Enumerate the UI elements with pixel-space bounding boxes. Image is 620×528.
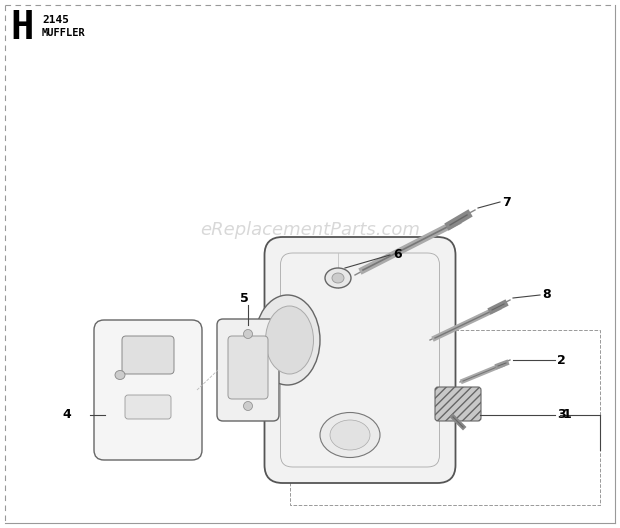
- FancyBboxPatch shape: [435, 387, 481, 421]
- Ellipse shape: [330, 420, 370, 450]
- Ellipse shape: [332, 273, 344, 283]
- Text: eReplacementParts.com: eReplacementParts.com: [200, 221, 420, 239]
- FancyBboxPatch shape: [125, 395, 171, 419]
- Text: 5: 5: [240, 291, 249, 305]
- Text: 1: 1: [563, 409, 572, 421]
- Ellipse shape: [325, 268, 351, 288]
- Text: 2: 2: [557, 354, 565, 366]
- Ellipse shape: [244, 329, 252, 338]
- Ellipse shape: [255, 295, 320, 385]
- Text: 3: 3: [557, 409, 565, 421]
- Text: 8: 8: [542, 288, 551, 301]
- Bar: [290, 330, 600, 505]
- FancyBboxPatch shape: [265, 237, 456, 483]
- Text: MUFFLER: MUFFLER: [42, 28, 86, 38]
- Text: 2145: 2145: [42, 15, 69, 25]
- Ellipse shape: [320, 412, 380, 457]
- Ellipse shape: [244, 401, 252, 410]
- Ellipse shape: [265, 306, 314, 374]
- FancyBboxPatch shape: [94, 320, 202, 460]
- Text: H: H: [11, 9, 33, 47]
- Text: 6: 6: [393, 249, 402, 261]
- Text: 7: 7: [502, 195, 511, 209]
- FancyBboxPatch shape: [122, 336, 174, 374]
- Text: 4: 4: [62, 409, 71, 421]
- FancyBboxPatch shape: [217, 319, 279, 421]
- FancyBboxPatch shape: [228, 336, 268, 399]
- Ellipse shape: [115, 371, 125, 380]
